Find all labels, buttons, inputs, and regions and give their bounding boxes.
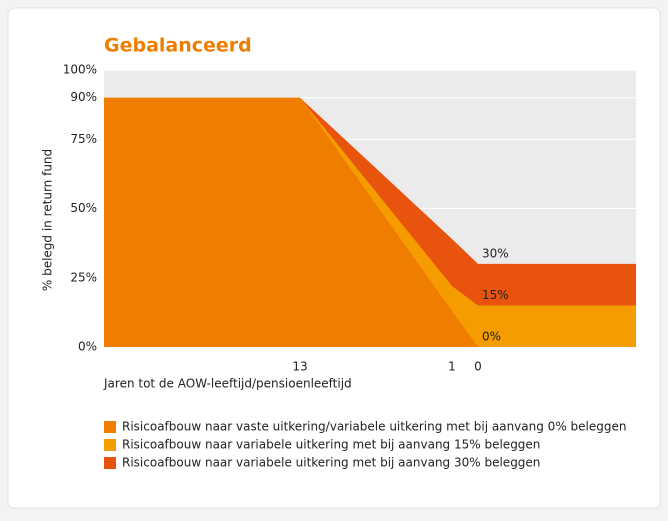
x-tick-label: 1: [448, 360, 456, 374]
y-tick-label: 90%: [70, 90, 97, 104]
legend-swatch: [104, 421, 116, 433]
legend-swatch: [104, 439, 116, 451]
value-label: 30%: [482, 246, 509, 260]
x-axis-label: Jaren tot de AOW-leeftijd/pensioenleefti…: [103, 377, 352, 391]
legend-swatch: [104, 457, 116, 469]
y-tick-label: 75%: [70, 132, 97, 146]
legend-label: Risicoafbouw naar vaste uitkering/variab…: [122, 420, 626, 434]
legend-label: Risicoafbouw naar variabele uitkering me…: [122, 456, 540, 470]
y-tick-label: 100%: [63, 63, 97, 77]
x-tick-label: 13: [292, 360, 307, 374]
chart-title: Gebalanceerd: [104, 35, 252, 57]
y-tick-label: 25%: [70, 270, 97, 284]
x-tick-label: 0: [474, 360, 482, 374]
y-tick-label: 0%: [78, 340, 97, 354]
legend-label: Risicoafbouw naar variabele uitkering me…: [122, 438, 540, 452]
y-axis-label: % belegd in return fund: [41, 149, 55, 291]
value-label: 0%: [482, 330, 501, 344]
area: [104, 97, 636, 347]
y-tick-label: 50%: [70, 201, 97, 215]
value-label: 15%: [482, 288, 509, 302]
